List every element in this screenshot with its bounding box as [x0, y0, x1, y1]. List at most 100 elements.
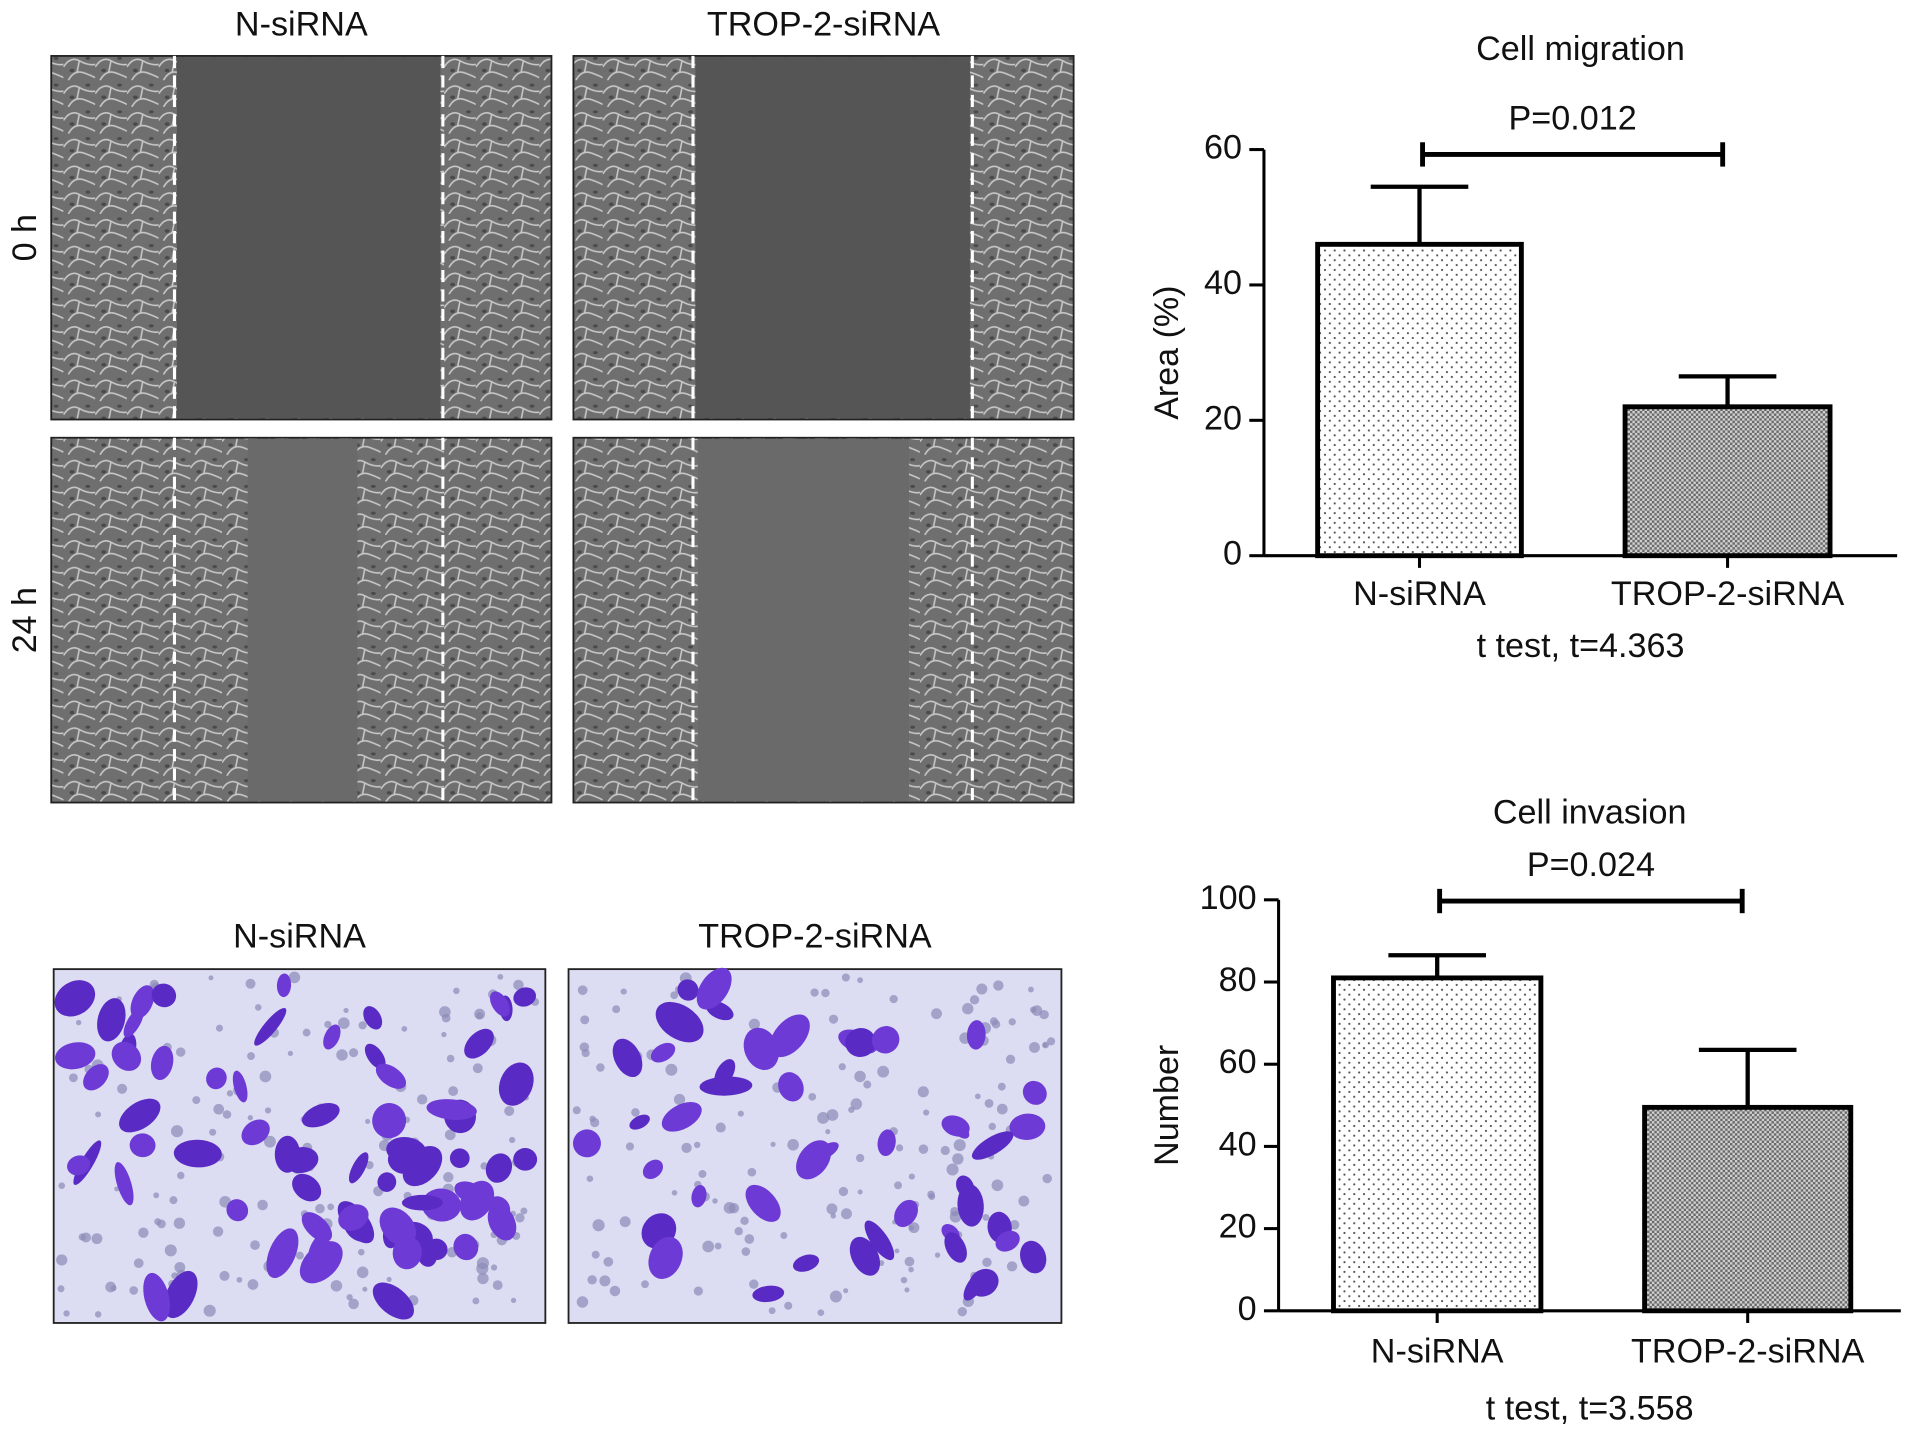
stained-cell — [67, 1155, 91, 1176]
stained-cell — [845, 1028, 876, 1057]
stained-cell — [1009, 1113, 1046, 1140]
annotation: P=0.024 — [1527, 846, 1655, 884]
stained-cell — [966, 1020, 986, 1050]
pore — [904, 1287, 910, 1293]
pore — [974, 1093, 981, 1100]
annotation: P=0.012 — [1509, 99, 1637, 137]
pore — [577, 985, 588, 996]
pore — [744, 1234, 755, 1244]
pore — [336, 1049, 348, 1061]
stained-cell — [114, 1162, 134, 1206]
pore — [957, 1307, 967, 1317]
pore — [856, 1153, 865, 1163]
stained-cell — [299, 1241, 343, 1284]
pore — [821, 988, 830, 998]
pore — [492, 1280, 503, 1291]
pore — [212, 1226, 224, 1237]
stained-cell — [650, 1042, 676, 1063]
pore — [129, 1286, 139, 1295]
stained-cell — [1022, 1080, 1047, 1105]
stained-cell — [292, 1173, 322, 1202]
stained-cell — [642, 1159, 663, 1180]
pore — [698, 1170, 707, 1178]
stained-cell — [372, 1103, 407, 1139]
pore — [619, 1216, 631, 1228]
stained-cell — [83, 1064, 109, 1091]
stained-cell — [941, 1115, 970, 1137]
stained-cell — [151, 983, 177, 1008]
pore — [114, 1186, 120, 1192]
pore — [138, 1227, 149, 1238]
pore — [236, 1276, 243, 1283]
pore — [962, 1003, 974, 1015]
stained-cell — [119, 1098, 161, 1133]
pore — [840, 1208, 852, 1220]
pore — [1031, 1005, 1043, 1016]
pore — [681, 1142, 692, 1153]
pore — [734, 1226, 743, 1236]
pore — [357, 1248, 365, 1256]
x-axis-label: t test, t=4.363 — [1477, 627, 1685, 665]
pore — [740, 1216, 749, 1226]
stained-cell — [143, 1272, 170, 1322]
stained-cell — [489, 991, 510, 1017]
stained-cell — [769, 1014, 810, 1058]
pore — [441, 1031, 447, 1038]
stained-cell — [401, 1194, 443, 1211]
pore — [504, 1105, 515, 1117]
pore — [257, 1199, 268, 1211]
pore — [1042, 1041, 1049, 1049]
stained-cell — [55, 1042, 96, 1070]
stained-cell — [402, 1146, 443, 1187]
y-tick-label: 60 — [1204, 129, 1242, 167]
pore — [520, 1207, 528, 1215]
pore — [264, 1107, 272, 1114]
pore — [723, 1202, 736, 1214]
stained-cell — [677, 979, 699, 1001]
pore — [969, 995, 980, 1005]
pore — [443, 1171, 454, 1183]
pore — [386, 1276, 392, 1282]
stained-cell — [864, 1220, 895, 1261]
pore — [828, 1014, 839, 1024]
pore — [702, 1240, 715, 1253]
y-tick-label: 0 — [1223, 535, 1242, 573]
bar — [1331, 975, 1544, 1314]
pore — [219, 1270, 230, 1281]
stained-cell — [498, 1062, 534, 1106]
stained-cell — [173, 1139, 222, 1168]
pore — [671, 1190, 678, 1196]
pore — [838, 1063, 846, 1071]
stained-cell — [449, 1148, 470, 1169]
stained-cell — [274, 1135, 301, 1173]
pore — [1006, 1261, 1018, 1272]
pore — [338, 1017, 350, 1029]
pore — [931, 1008, 942, 1020]
pore — [670, 991, 679, 1000]
pore — [1039, 1009, 1049, 1020]
pore — [841, 973, 850, 982]
stained-cell — [778, 1072, 804, 1102]
pore — [737, 1110, 744, 1117]
pore — [590, 1117, 600, 1128]
stained-cell — [348, 1152, 369, 1184]
pore — [904, 1256, 915, 1267]
pore — [1046, 1037, 1056, 1046]
pore — [476, 1257, 489, 1270]
pore — [784, 1301, 793, 1310]
pore — [365, 1118, 371, 1125]
pore — [446, 1054, 455, 1063]
stained-cell — [752, 1285, 785, 1303]
pore — [850, 1098, 863, 1110]
pore — [591, 1250, 600, 1259]
pore — [153, 1192, 160, 1199]
stained-cell — [691, 1184, 707, 1208]
pore — [105, 1281, 117, 1293]
pore — [838, 1186, 849, 1197]
pore — [586, 1175, 594, 1183]
pore — [991, 1179, 1004, 1192]
pore — [877, 1065, 890, 1078]
pore — [254, 1004, 262, 1011]
stained-cell — [372, 1282, 414, 1320]
